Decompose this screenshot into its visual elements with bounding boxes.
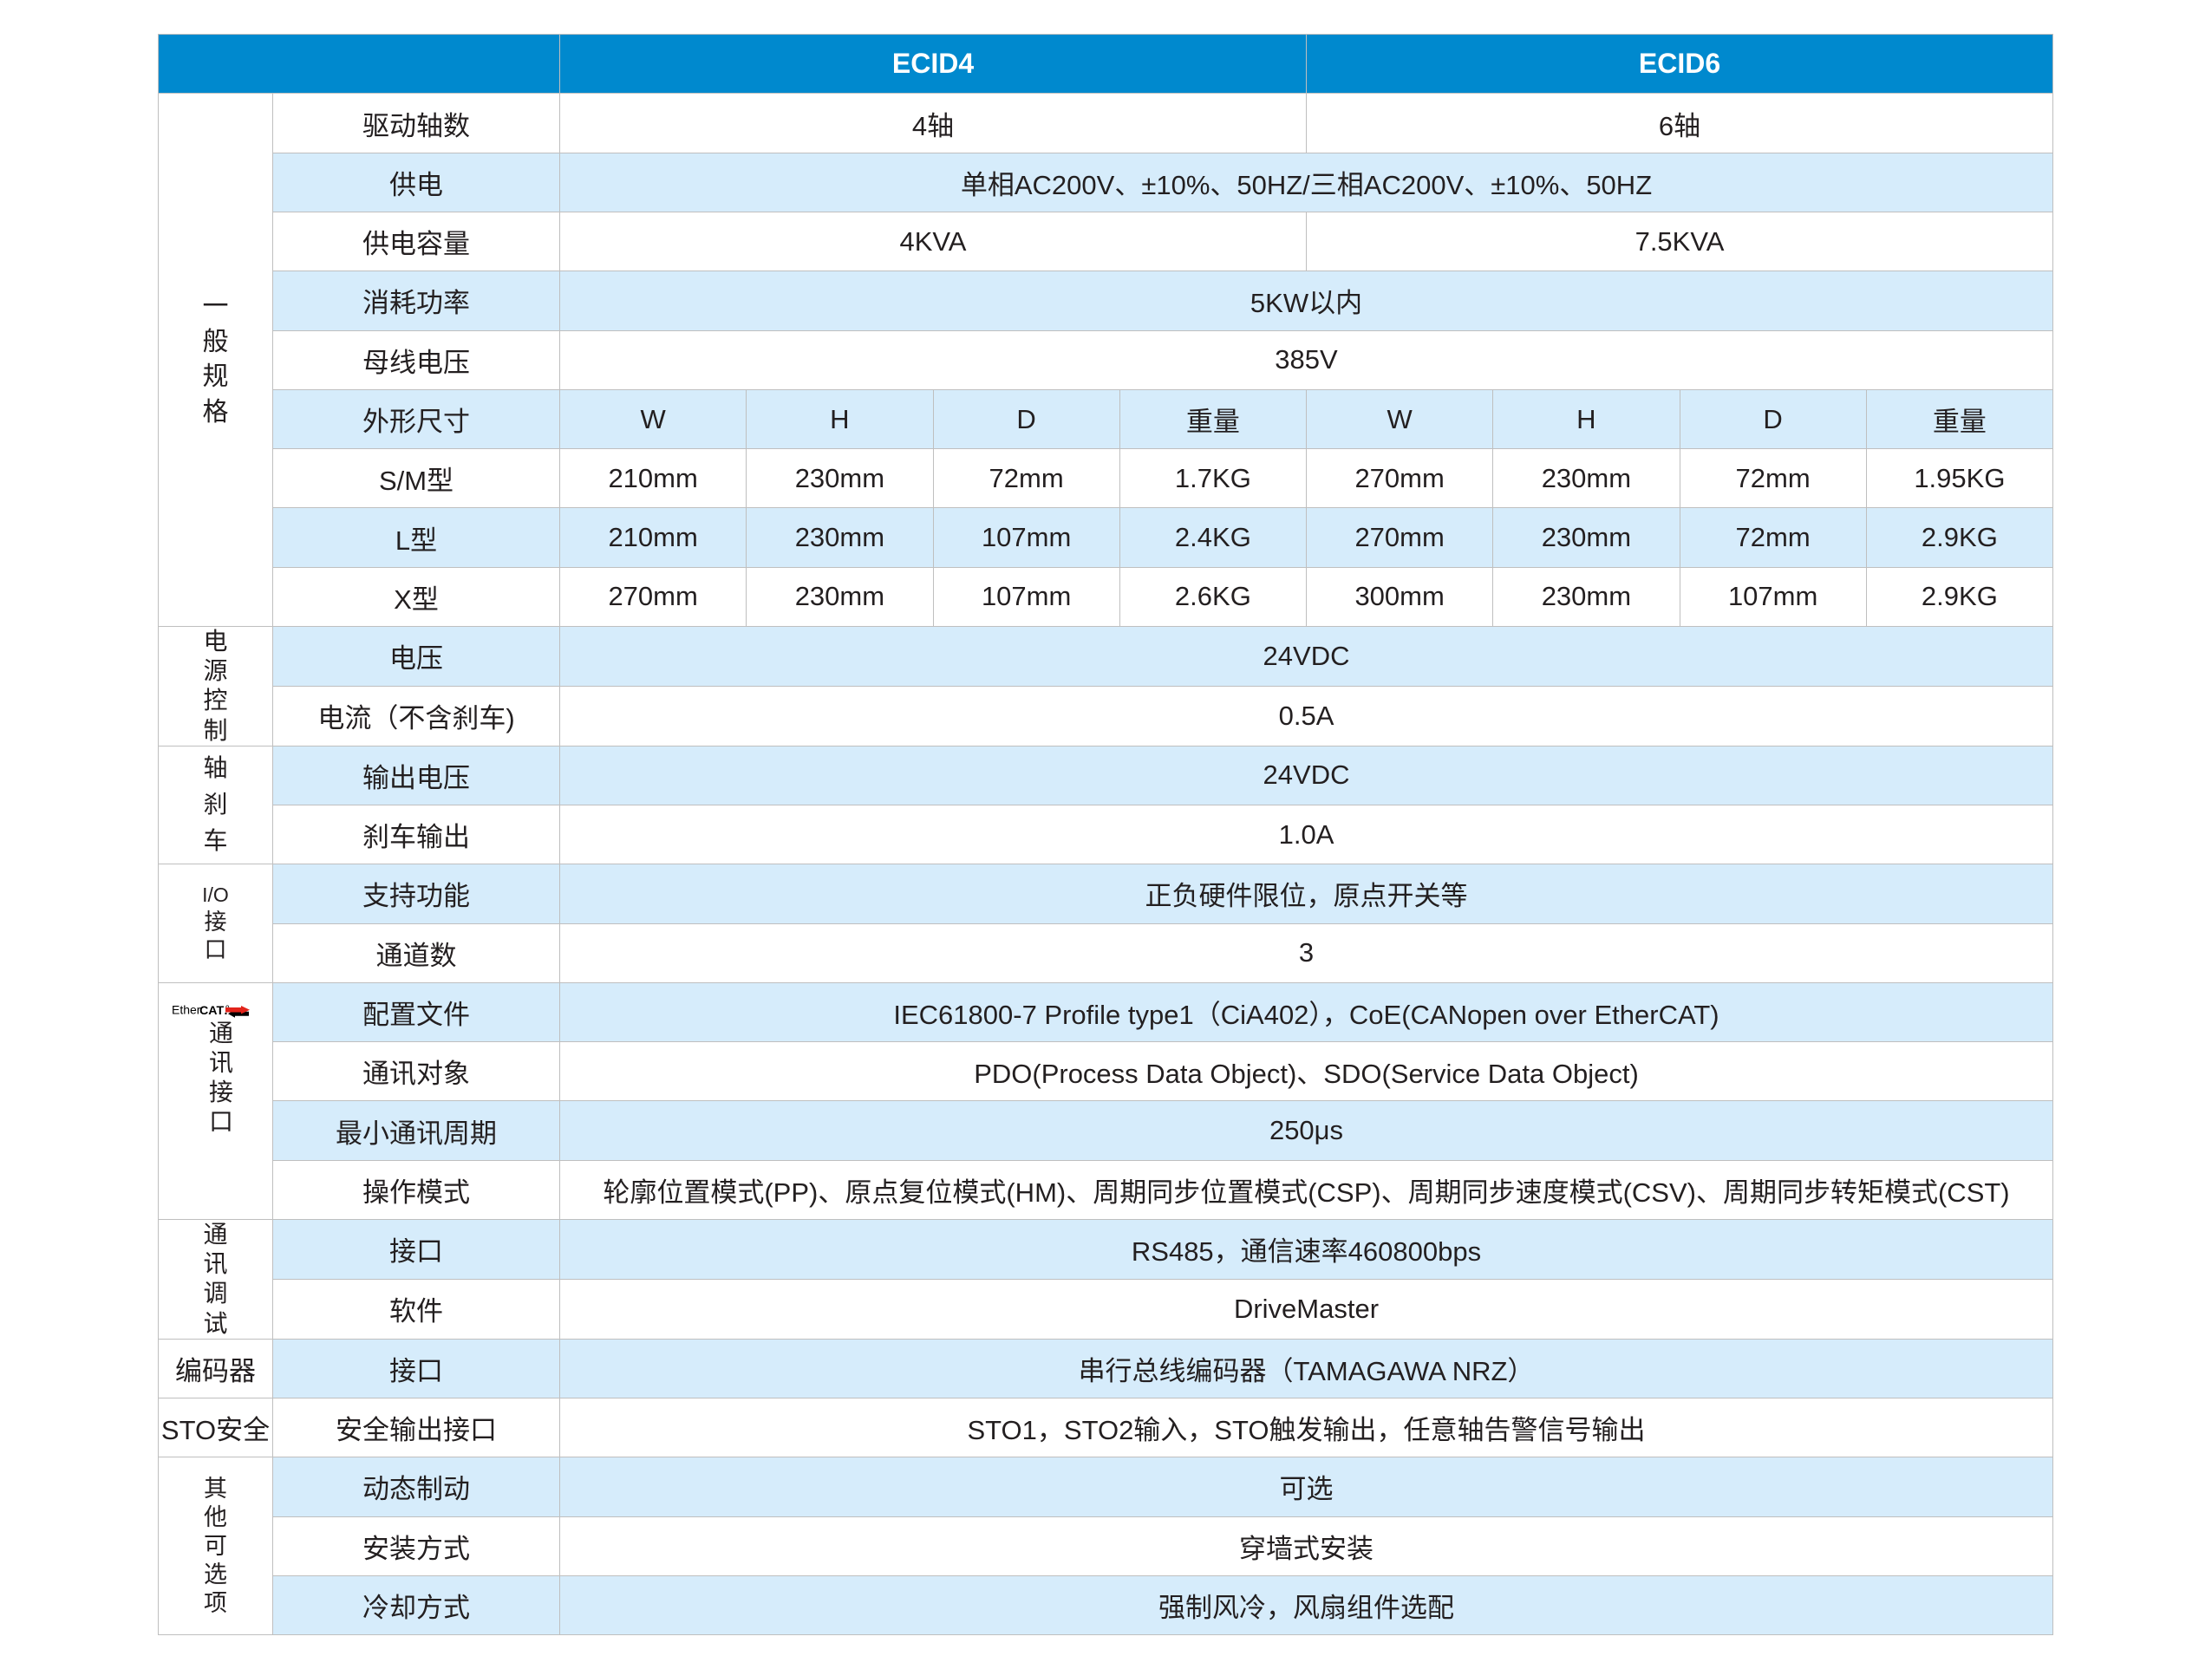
svg-text:Ether: Ether (172, 1002, 201, 1016)
svg-text:CAT: CAT (199, 1004, 224, 1018)
